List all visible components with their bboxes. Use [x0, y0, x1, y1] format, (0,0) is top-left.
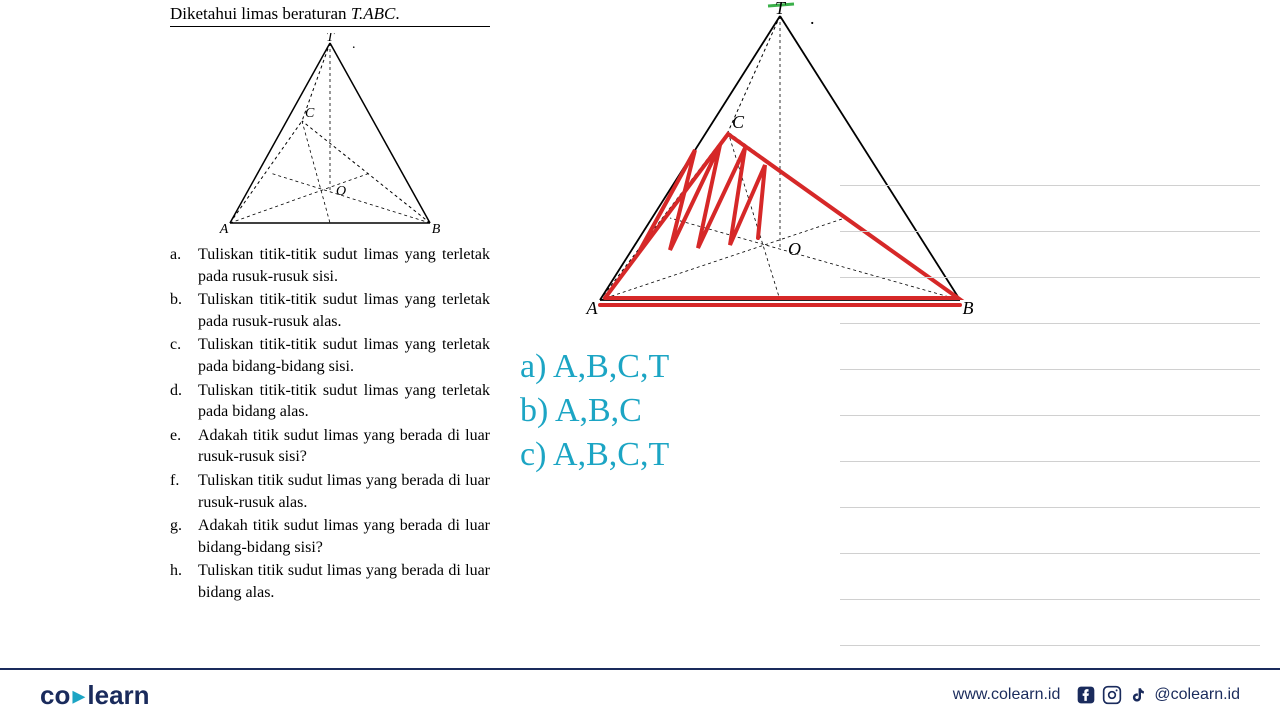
title-suffix: . [395, 4, 399, 23]
answer-c: c) A,B,C,T [520, 433, 669, 477]
answer-column: T A B C O . a) A,B,C,T b) A,B,C c) A,B,C… [500, 0, 1260, 660]
question-letter: c. [170, 334, 198, 377]
question-item: g.Adakah titik sudut limas yang berada d… [170, 515, 490, 558]
question-item: e.Adakah titik sudut limas yang berada d… [170, 425, 490, 468]
question-text: Adakah titik sudut limas yang berada di … [198, 425, 490, 468]
question-letter: h. [170, 560, 198, 603]
question-letter: b. [170, 289, 198, 332]
title-prefix: Diketahui limas beraturan [170, 4, 351, 23]
answer-b: b) A,B,C [520, 389, 669, 433]
logo-co: co [40, 680, 70, 710]
label-O-large: O [788, 239, 801, 259]
label-A: A [219, 222, 229, 233]
question-letter: e. [170, 425, 198, 468]
label-A-large: A [586, 298, 599, 318]
question-item: f.Tuliskan titik sudut limas yang berada… [170, 470, 490, 513]
small-diagram: T A B C O . [170, 33, 490, 238]
question-letter: f. [170, 470, 198, 513]
question-text: Tuliskan titik-titik sudut limas yang te… [198, 244, 490, 287]
label-C: C [305, 106, 315, 121]
question-list: a.Tuliskan titik-titik sudut limas yang … [170, 244, 490, 604]
label-T: T [326, 33, 335, 45]
svg-text:.: . [352, 37, 356, 52]
logo-learn: learn [87, 680, 149, 710]
logo-separator: ▸ [72, 680, 85, 710]
footer: co▸learn www.colearn.id @colearn.id [0, 668, 1280, 720]
question-item: b.Tuliskan titik-titik sudut limas yang … [170, 289, 490, 332]
label-O: O [336, 184, 346, 199]
question-item: a.Tuliskan titik-titik sudut limas yang … [170, 244, 490, 287]
pyramid-diagram-small: T A B C O . [210, 33, 450, 233]
question-letter: d. [170, 380, 198, 423]
content-area: Diketahui limas beraturan T.ABC. T A B C… [0, 0, 1280, 660]
label-T-large: T [775, 0, 787, 18]
question-column: Diketahui limas beraturan T.ABC. T A B C… [20, 0, 500, 660]
handwritten-answers: a) A,B,C,T b) A,B,C c) A,B,C,T [520, 345, 669, 478]
question-letter: a. [170, 244, 198, 287]
question-text: Tuliskan titik sudut limas yang berada d… [198, 560, 490, 603]
question-text: Adakah titik sudut limas yang berada di … [198, 515, 490, 558]
tiktok-icon [1128, 685, 1148, 705]
logo: co▸learn [40, 680, 150, 711]
question-text: Tuliskan titik-titik sudut limas yang te… [198, 334, 490, 377]
question-item: d.Tuliskan titik-titik sudut limas yang … [170, 380, 490, 423]
question-item: c.Tuliskan titik-titik sudut limas yang … [170, 334, 490, 377]
ruled-lines [840, 140, 1260, 646]
footer-right: www.colearn.id @colearn.id [953, 685, 1240, 705]
label-C-large: C [732, 112, 745, 132]
instagram-icon [1102, 685, 1122, 705]
footer-handle: @colearn.id [1154, 686, 1240, 704]
question-text: Tuliskan titik-titik sudut limas yang te… [198, 380, 490, 423]
answer-a: a) A,B,C,T [520, 345, 669, 389]
question-item: h.Tuliskan titik sudut limas yang berada… [170, 560, 490, 603]
question-text: Tuliskan titik-titik sudut limas yang te… [198, 289, 490, 332]
title-object: T.ABC [351, 4, 396, 23]
footer-url: www.colearn.id [953, 686, 1061, 704]
facebook-icon [1076, 685, 1096, 705]
question-letter: g. [170, 515, 198, 558]
problem-title: Diketahui limas beraturan T.ABC. [170, 4, 490, 27]
label-B: B [432, 222, 441, 233]
svg-text:.: . [810, 8, 815, 28]
question-text: Tuliskan titik sudut limas yang berada d… [198, 470, 490, 513]
social-icons: @colearn.id [1076, 685, 1240, 705]
